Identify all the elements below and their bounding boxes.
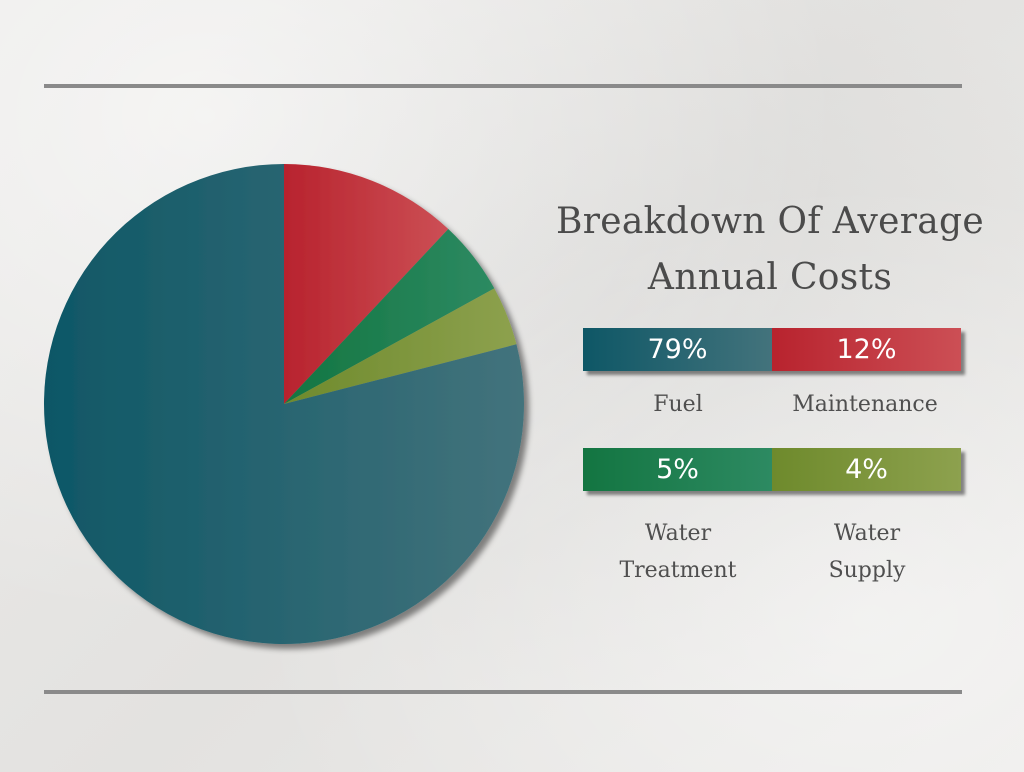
- pie-slice-maintenance: [284, 164, 449, 404]
- legend-swatch-water-treatment: 5%: [583, 448, 772, 491]
- chart-title-line-2: Annual Costs: [647, 257, 893, 298]
- legend-label-maintenance: Maintenance: [770, 386, 960, 423]
- pie-slice-fuel: [44, 164, 525, 645]
- legend-label-water-treatment-line-1: Water: [644, 521, 712, 546]
- legend-label-water-treatment-line-2: Treatment: [619, 558, 737, 583]
- legend-label-fuel-line-1: Fuel: [653, 392, 703, 417]
- bottom-divider: [44, 690, 962, 694]
- legend-label-water-supply-line-1: Water: [833, 521, 901, 546]
- legend-swatch-maintenance: 12%: [772, 328, 961, 371]
- legend-swatch-fuel: 79%: [583, 328, 772, 371]
- legend-row-2: 5% 4%: [583, 448, 961, 491]
- legend-label-water-supply-line-2: Supply: [828, 558, 906, 583]
- legend-swatch-water-supply: 4%: [772, 448, 961, 491]
- legend-label-water-supply: Water Supply: [772, 515, 962, 589]
- top-divider: [44, 84, 962, 88]
- legend-row-1: 79% 12%: [583, 328, 961, 371]
- pie-slice-water-supply: [284, 288, 517, 404]
- legend-label-fuel: Fuel: [583, 386, 773, 423]
- legend-label-water-treatment: Water Treatment: [583, 515, 773, 589]
- chart-title-line-1: Breakdown Of Average: [556, 201, 984, 242]
- pie-slice-water-treatment: [284, 229, 495, 404]
- chart-title: Breakdown Of Average Annual Costs: [520, 194, 1020, 306]
- legend-label-maintenance-line-1: Maintenance: [792, 392, 938, 417]
